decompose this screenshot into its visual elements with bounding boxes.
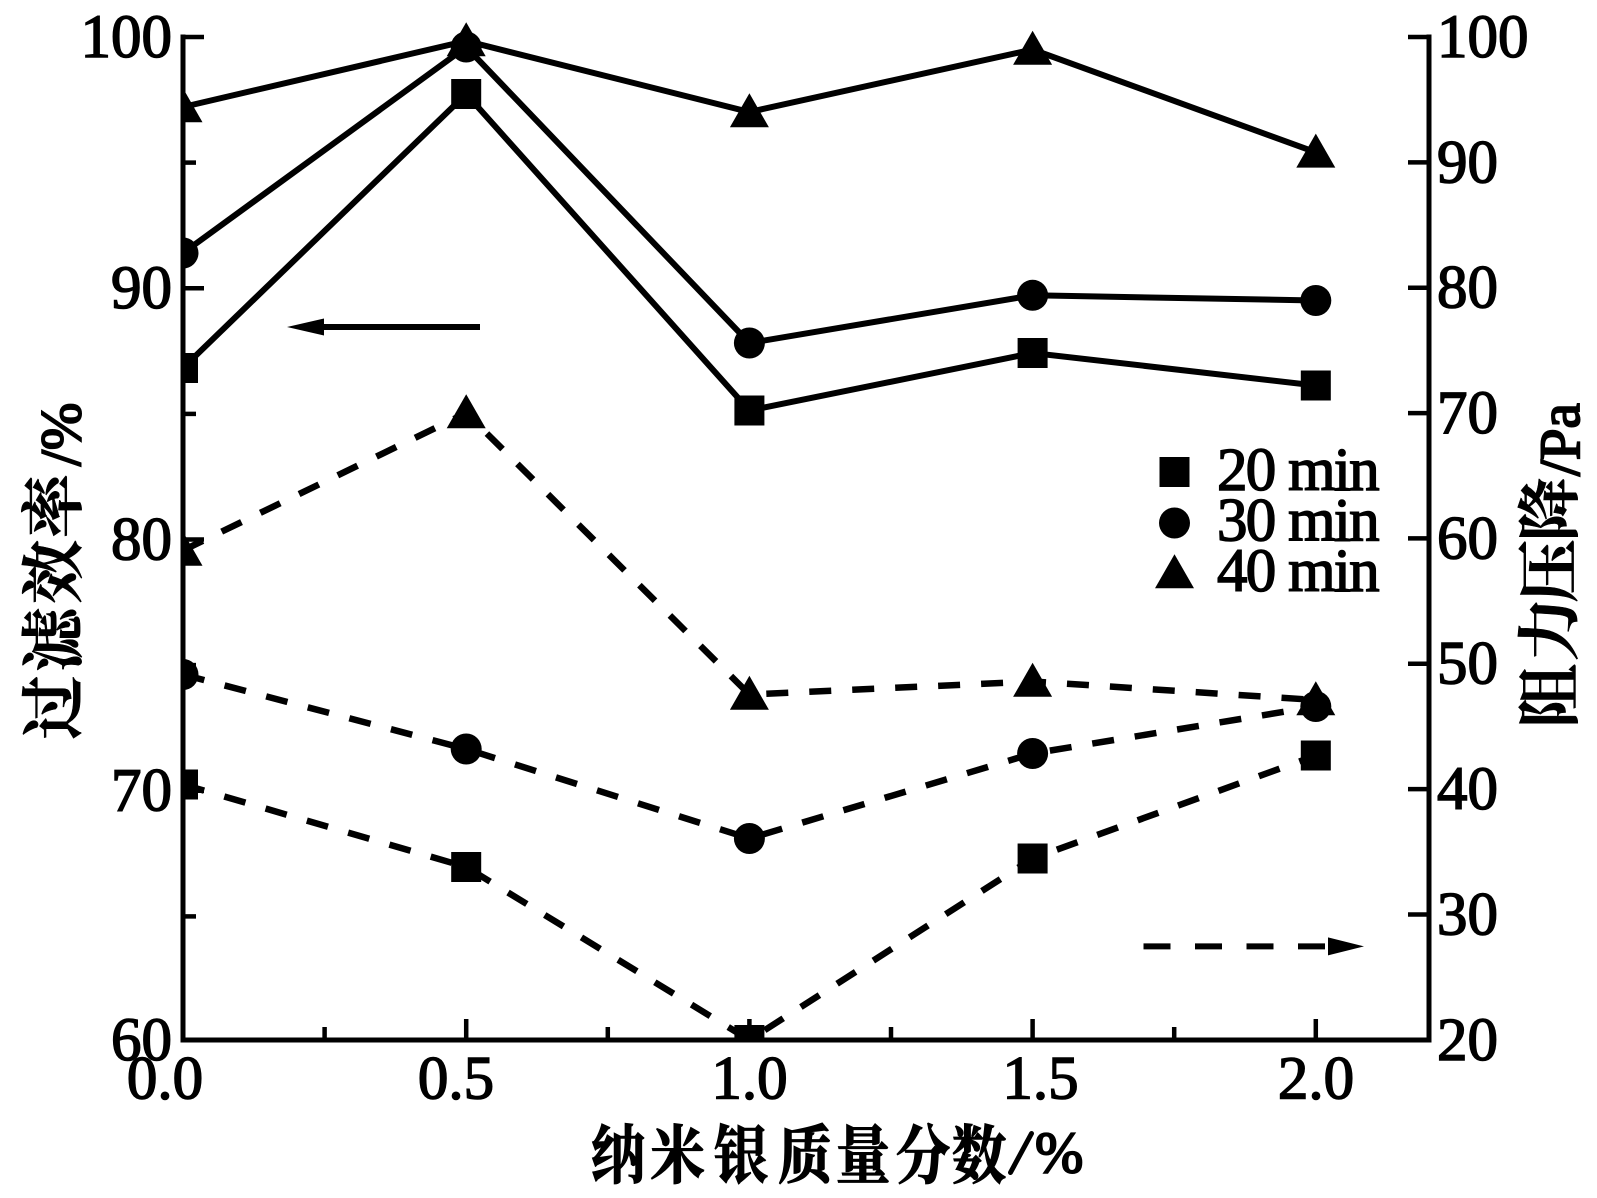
svg-text:50: 50 xyxy=(1437,631,1498,698)
svg-text:80: 80 xyxy=(111,506,172,573)
svg-text:30: 30 xyxy=(1437,881,1498,948)
svg-text:/%: /% xyxy=(30,403,93,466)
svg-text:90: 90 xyxy=(1437,129,1498,196)
svg-text:40: 40 xyxy=(1437,756,1498,823)
svg-text:40 min: 40 min xyxy=(1217,538,1379,605)
svg-text:/Pa: /Pa xyxy=(1529,403,1592,476)
svg-text:100: 100 xyxy=(81,4,173,71)
svg-text:60: 60 xyxy=(111,1007,172,1074)
svg-text:100: 100 xyxy=(1437,4,1529,71)
svg-text:60: 60 xyxy=(1437,505,1498,572)
svg-text:20: 20 xyxy=(1437,1007,1498,1074)
svg-text:70: 70 xyxy=(111,758,172,825)
svg-text:80: 80 xyxy=(1437,255,1498,322)
svg-text:%: % xyxy=(1035,1120,1083,1185)
svg-text:20 min: 20 min xyxy=(1217,437,1379,504)
svg-text:1.0: 1.0 xyxy=(711,1046,787,1113)
svg-text:30 min: 30 min xyxy=(1217,488,1379,555)
svg-text:90: 90 xyxy=(111,255,172,322)
svg-text:0.0: 0.0 xyxy=(127,1046,203,1113)
svg-text:2.0: 2.0 xyxy=(1278,1046,1354,1113)
svg-text:0.5: 0.5 xyxy=(418,1046,494,1113)
svg-text:1.5: 1.5 xyxy=(1002,1046,1078,1113)
svg-text:70: 70 xyxy=(1437,380,1498,447)
